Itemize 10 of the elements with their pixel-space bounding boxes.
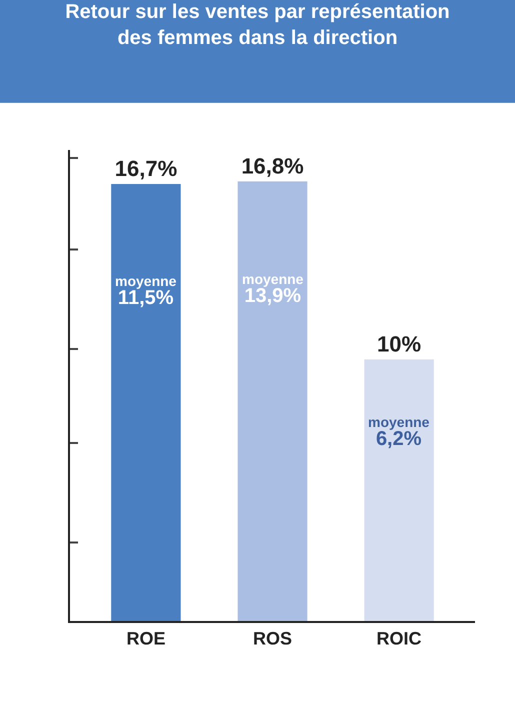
data-label: 10% — [377, 331, 422, 356]
annotation: moyenne 13,9% — [242, 271, 304, 308]
x-tick-label: ROE — [126, 628, 166, 649]
data-label: 16,8% — [241, 153, 304, 178]
annotation: moyenne 11,5% — [115, 273, 177, 310]
x-tick-label: ROS — [252, 628, 292, 649]
annotation: moyenne 6,2% — [368, 414, 430, 450]
chart-title: Retour sur les ventes par représentation des femmes dans la direction — [65, 0, 450, 49]
data-label: 16,7% — [114, 156, 178, 182]
x-tick-label: ROIC — [376, 628, 422, 649]
